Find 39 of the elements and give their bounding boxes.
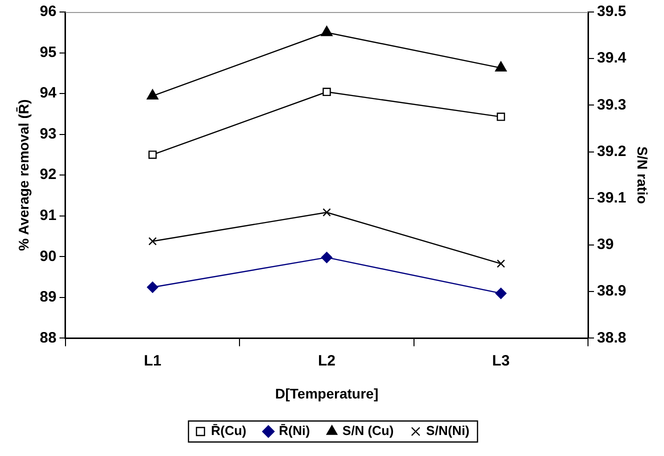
x-axis-title: D[Temperature] [275, 385, 378, 402]
point [146, 282, 158, 293]
x-tick-label: L1 [144, 352, 162, 370]
point [148, 150, 157, 159]
y2-tick-label: 38.9 [597, 282, 626, 300]
point [496, 112, 506, 121]
legend-label: S/N(Ni) [426, 423, 470, 438]
y-tick-label: 89 [40, 288, 56, 306]
point [322, 208, 331, 217]
x-tick-label: L3 [492, 352, 510, 370]
y-tick-label: 95 [40, 44, 56, 61]
y2-tick-label: 38.8 [597, 329, 626, 346]
point [321, 252, 332, 264]
y2-tick-label: 39 [597, 236, 614, 254]
y-tick-label: 94 [40, 84, 58, 102]
x-tick-label: L2 [318, 352, 336, 370]
point [148, 237, 157, 246]
y-tick-label: 88 [40, 329, 56, 346]
point [496, 260, 506, 268]
y-tick-label: 92 [40, 166, 56, 184]
legend-label: S/N (Cu) [342, 423, 394, 438]
point [146, 89, 158, 100]
y2-axis-title: S/N ratio [634, 146, 651, 204]
y-tick-label: 90 [40, 248, 56, 265]
legend-label: R̄(Cu) [210, 423, 246, 438]
y2-tick-label: 39.2 [597, 142, 626, 160]
y2-tick-label: 39.5 [597, 3, 626, 20]
point [495, 61, 507, 72]
y-axis-title: % Average removal (R̄) [15, 99, 32, 251]
y2-tick-label: 39.1 [597, 190, 626, 207]
legend-label: R̄(Ni) [278, 423, 310, 438]
y-tick-label: 93 [40, 125, 56, 142]
y2-tick-label: 39.3 [597, 96, 626, 114]
point [495, 288, 507, 299]
point [320, 26, 333, 36]
y-tick-label: 91 [40, 207, 56, 224]
point [322, 88, 331, 96]
y2-tick-label: 39.4 [597, 50, 627, 67]
y-tick-label: 96 [40, 3, 56, 20]
